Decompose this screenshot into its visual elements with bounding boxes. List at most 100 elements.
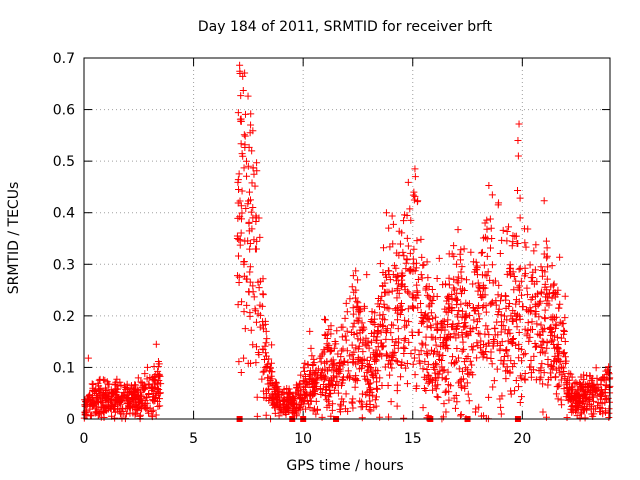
data-point	[333, 327, 340, 334]
y-tick-label: 0.3	[53, 257, 75, 273]
data-point	[346, 295, 353, 302]
data-point	[420, 404, 427, 411]
data-point	[489, 360, 496, 367]
data-point	[376, 414, 383, 421]
data-point	[532, 241, 539, 248]
data-point	[458, 411, 465, 418]
data-point	[544, 244, 551, 251]
data-point	[485, 394, 492, 401]
data-point	[435, 394, 442, 401]
data-point	[455, 354, 462, 361]
data-point	[455, 279, 462, 286]
data-point	[394, 358, 401, 365]
data-point	[380, 244, 387, 251]
data-point	[561, 314, 568, 321]
data-point	[489, 384, 496, 391]
data-point	[473, 354, 480, 361]
data-point	[410, 246, 417, 253]
data-point	[306, 328, 313, 335]
data-point	[409, 304, 416, 311]
data-point	[452, 405, 459, 412]
data-point	[427, 322, 434, 329]
data-point	[242, 133, 249, 140]
data-point	[385, 225, 392, 232]
data-point	[234, 272, 241, 279]
data-point	[538, 321, 545, 328]
data-point	[491, 377, 498, 384]
data-point	[100, 376, 107, 383]
data-point	[463, 276, 470, 283]
data-point	[409, 332, 416, 339]
data-point	[235, 252, 242, 259]
data-point	[380, 311, 387, 318]
data-point	[473, 324, 480, 331]
data-point	[401, 323, 408, 330]
data-point	[394, 382, 401, 389]
data-marks	[81, 62, 614, 423]
data-point	[329, 407, 336, 414]
data-point	[390, 221, 397, 228]
data-point	[603, 382, 610, 389]
data-point	[245, 288, 252, 295]
data-point	[235, 109, 242, 116]
data-point	[361, 305, 368, 312]
data-point	[253, 159, 260, 166]
data-point	[469, 281, 476, 288]
data-point	[397, 240, 404, 247]
data-point	[367, 408, 374, 415]
data-point	[460, 346, 467, 353]
data-point	[432, 360, 439, 367]
data-point	[254, 394, 261, 401]
data-point	[403, 260, 410, 267]
data-point	[543, 414, 550, 421]
data-point	[253, 246, 260, 253]
data-point	[440, 400, 447, 407]
y-tick-label: 0.5	[53, 154, 75, 170]
data-point	[411, 354, 418, 361]
data-point	[419, 262, 426, 269]
data-point	[242, 325, 249, 332]
data-point	[500, 227, 507, 234]
data-point	[529, 274, 536, 281]
data-point	[502, 292, 509, 299]
data-point	[410, 189, 417, 196]
data-point	[491, 325, 498, 332]
data-point	[485, 268, 492, 275]
y-tick-label: 0	[66, 412, 75, 428]
data-point	[506, 300, 513, 307]
data-point	[393, 357, 400, 364]
data-point	[500, 322, 507, 329]
y-tick-label: 0.6	[53, 103, 75, 119]
data-point	[538, 290, 545, 297]
data-point	[413, 287, 420, 294]
data-point	[319, 414, 326, 421]
data-point	[354, 276, 361, 283]
data-point	[556, 301, 563, 308]
data-point	[490, 336, 497, 343]
data-point	[313, 398, 320, 405]
data-point	[251, 293, 258, 300]
data-point	[424, 352, 431, 359]
data-point	[541, 314, 548, 321]
data-point	[520, 303, 527, 310]
data-point	[425, 294, 432, 301]
data-point	[521, 239, 528, 246]
data-point	[605, 414, 612, 421]
data-point	[154, 403, 161, 410]
data-point	[468, 343, 475, 350]
data-point	[457, 246, 464, 253]
data-point	[422, 285, 429, 292]
data-point	[342, 332, 349, 339]
data-point	[339, 324, 346, 331]
data-point	[400, 344, 407, 351]
data-point	[555, 305, 562, 312]
data-point	[253, 319, 260, 326]
data-point	[390, 350, 397, 357]
data-point	[510, 286, 517, 293]
data-point	[497, 297, 504, 304]
data-point	[342, 315, 349, 322]
data-point	[236, 62, 243, 69]
data-point	[241, 164, 248, 171]
data-point	[405, 290, 412, 297]
data-point	[406, 205, 413, 212]
